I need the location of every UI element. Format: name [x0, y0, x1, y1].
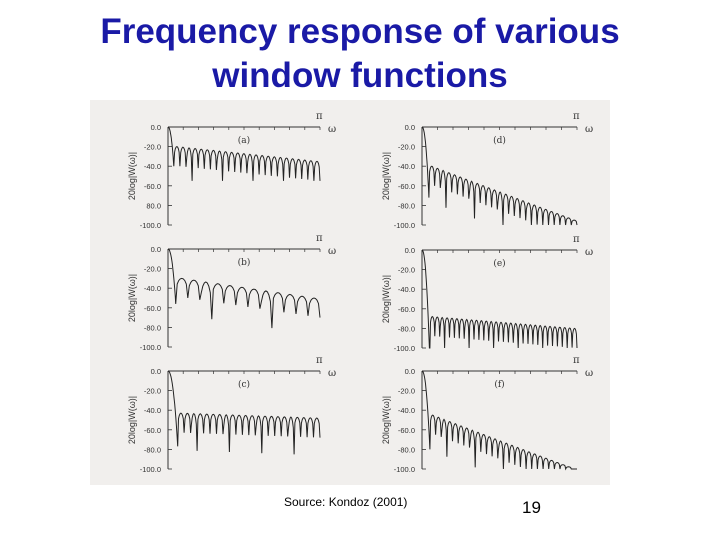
y-tick-label: 0.0 — [151, 245, 161, 254]
y-tick-label: 0.0 — [405, 367, 415, 376]
x-end-label: π — [573, 355, 580, 366]
chart-panel: 0.0 -20.0 -40.0 -60.0 80.0 -100.0 20log|W(ω)| π… — [127, 111, 336, 230]
y-axis-title: 20log|W(ω)| — [127, 274, 137, 322]
y-axis-title: 20log|W(ω)| — [127, 396, 137, 444]
page-number: 19 — [522, 498, 541, 517]
x-axis-symbol: ω — [585, 247, 593, 258]
panel-label: (e) — [493, 258, 505, 269]
response-curve — [167, 248, 321, 329]
y-tick-label: -60.0 — [398, 305, 415, 314]
y-tick-label: -40.0 — [398, 285, 415, 294]
response-curve — [421, 370, 577, 471]
panel-label: (b) — [238, 257, 251, 268]
panel-label: (c) — [238, 379, 250, 390]
y-tick-label: -100.0 — [140, 343, 161, 352]
x-end-label: π — [573, 234, 580, 245]
y-axis-title: 20log|W(ω)| — [381, 396, 391, 444]
title-line-2: window functions — [212, 56, 508, 95]
y-tick-label: -100.0 — [140, 221, 161, 230]
y-tick-label: -40.0 — [144, 284, 161, 293]
x-end-label: π — [316, 355, 323, 366]
y-tick-label: 80.0 — [146, 201, 161, 210]
response-curve — [167, 126, 321, 181]
chart-panel: 0.0 -20.0 -40.0 -60.0 -80.0 -100.0 20log|W(ω)|… — [127, 233, 336, 352]
y-tick-label: -80.0 — [398, 324, 415, 333]
panel-label: (d) — [493, 135, 506, 146]
y-tick-label: 0.0 — [151, 367, 161, 376]
source-note: Source: Kondoz (2001) — [284, 495, 408, 509]
y-tick-label: -20.0 — [144, 265, 161, 274]
y-tick-label: 0.0 — [405, 246, 415, 255]
response-curve — [167, 370, 321, 455]
y-tick-label: -40.0 — [144, 406, 161, 415]
panel-label: (a) — [238, 135, 250, 146]
y-tick-label: -40.0 — [144, 162, 161, 171]
y-axis-title: 20log|W(ω)| — [381, 275, 391, 323]
x-axis-symbol: ω — [328, 246, 336, 257]
x-end-label: π — [573, 111, 580, 122]
y-tick-label: 0.0 — [151, 123, 161, 132]
y-tick-label: -60.0 — [144, 304, 161, 313]
x-end-label: π — [316, 111, 323, 122]
y-tick-label: -100.0 — [394, 221, 415, 230]
chart-panel: 0.0 -20.0 -40.0 -60.0 -80.0 -100.0 20log|W(ω)|… — [381, 111, 593, 230]
y-tick-label: -100.0 — [140, 465, 161, 474]
response-curve — [421, 126, 578, 226]
chart-panel: 0.0 -20.0 -40.0 -60.0 -80.0 -100.0 20log|W(ω)|… — [381, 355, 593, 474]
y-tick-label: -20.0 — [144, 387, 161, 396]
y-tick-label: -20.0 — [398, 266, 415, 275]
y-tick-label: -60.0 — [398, 182, 415, 191]
y-tick-label: -20.0 — [398, 387, 415, 396]
x-axis-symbol: ω — [328, 368, 336, 379]
y-tick-label: -100.0 — [394, 465, 415, 474]
y-axis-title: 20log|W(ω)| — [127, 152, 137, 200]
x-axis-symbol: ω — [585, 368, 593, 379]
y-tick-label: -40.0 — [398, 406, 415, 415]
y-tick-label: -60.0 — [144, 182, 161, 191]
response-curve — [421, 249, 578, 349]
chart-panel: 0.0 -20.0 -40.0 -60.0 -80.0 -100.0 20log|W(ω)|… — [127, 355, 336, 474]
y-tick-label: -60.0 — [398, 426, 415, 435]
x-end-label: π — [316, 233, 323, 244]
y-tick-label: -20.0 — [144, 143, 161, 152]
x-axis-symbol: ω — [585, 124, 593, 135]
panel-label: (f) — [494, 379, 504, 390]
y-tick-label: -80.0 — [144, 323, 161, 332]
y-tick-label: -60.0 — [144, 426, 161, 435]
y-tick-label: 0.0 — [405, 123, 415, 132]
slide-title: Frequency response of various window fun… — [0, 10, 720, 98]
y-tick-label: -80.0 — [144, 445, 161, 454]
y-tick-label: -20.0 — [398, 143, 415, 152]
y-tick-label: -100.0 — [394, 344, 415, 353]
chart-panel: 0.0 -20.0 -40.0 -60.0 -80.0 -100.0 20log|W(ω)|… — [381, 234, 593, 353]
y-tick-label: -40.0 — [398, 162, 415, 171]
y-axis-title: 20log|W(ω)| — [381, 152, 391, 200]
y-tick-label: -80.0 — [398, 201, 415, 210]
title-line-1: Frequency response of various — [100, 12, 620, 51]
y-tick-label: -80.0 — [398, 445, 415, 454]
window-response-figure: 0.0 -20.0 -40.0 -60.0 80.0 -100.0 20log|W(ω)| π… — [90, 100, 610, 485]
x-axis-symbol: ω — [328, 124, 336, 135]
